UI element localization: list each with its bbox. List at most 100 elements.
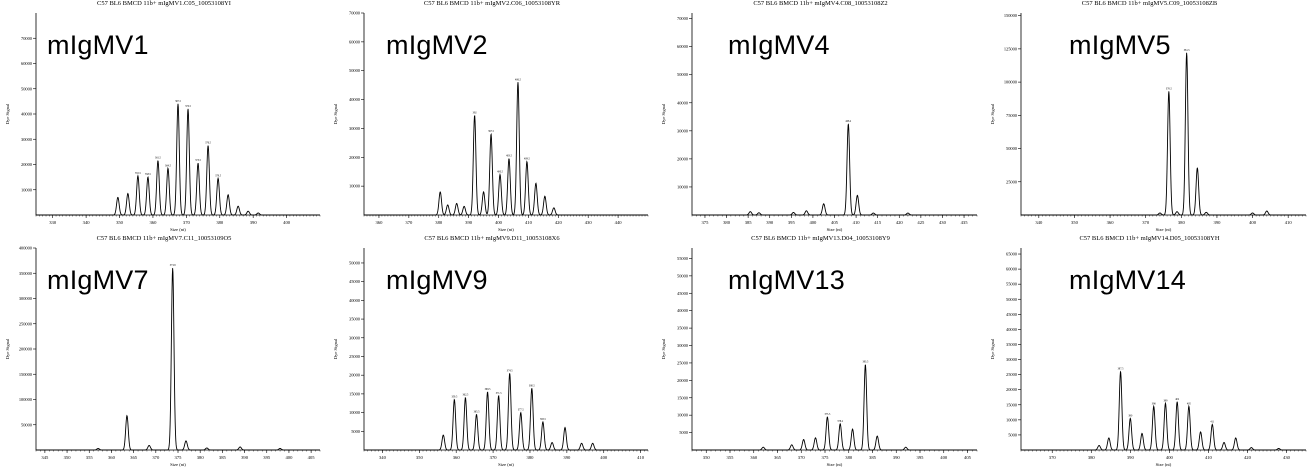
peak-point (1212, 424, 1213, 425)
y-tick-label: 5000 (679, 430, 689, 435)
peak-size-label: 390 (1128, 414, 1133, 417)
peak-point (542, 421, 544, 423)
x-tick-label: 340 (83, 220, 91, 225)
peak-size-label: 383.5 (862, 361, 869, 364)
x-tick-label: 390 (893, 455, 901, 460)
x-tick-label: 395 (788, 220, 796, 225)
peak-point (1251, 447, 1252, 448)
peak-point (157, 160, 159, 162)
peak-point (1098, 445, 1100, 446)
x-tick-label: 375 (822, 455, 830, 460)
signal-trace (692, 364, 977, 451)
peak-point (564, 427, 566, 428)
peak-size-label: 373.5 (195, 159, 202, 162)
y-tick-label: 350000 (19, 271, 33, 276)
peak-size-label: 359.5 (451, 396, 458, 399)
x-tick-label: 370 (490, 455, 498, 460)
peak-point (1197, 167, 1198, 169)
peak-point (1223, 442, 1225, 443)
x-tick-label: 400 (495, 220, 503, 225)
panel-gene-label: mIgMV14 (1067, 265, 1188, 296)
peak-point (907, 212, 909, 214)
y-tick-label: 5000 (351, 429, 361, 434)
panel-gene-label: mIgMV7 (45, 265, 151, 296)
electropherogram-panel: C57 BL6 BMCD 11b+ mIgMV7.C11_10053109O5 3… (0, 235, 328, 470)
y-tick-label: 150000 (19, 372, 33, 377)
peak-size-label: 397.5 (488, 130, 495, 133)
panel-title: C57 BL6 BMCD 11b+ mIgMV13.D04_10053108Y9 (751, 235, 890, 242)
x-tick-label: 370 (183, 220, 191, 225)
peak-point (447, 204, 449, 206)
peak-point (197, 162, 199, 164)
y-tick-label: 50000 (1006, 146, 1018, 151)
y-tick-label: 20000 (1006, 387, 1018, 392)
y-tick-label: 45000 (349, 279, 361, 284)
x-tick-label: 350 (703, 455, 711, 460)
x-tick-label: 390 (241, 455, 249, 460)
y-axis-label: Dye Signal (661, 103, 666, 124)
signal-trace (364, 82, 648, 216)
y-tick-label: 50000 (21, 86, 33, 91)
x-tick-label: 390 (1127, 455, 1135, 460)
y-tick-label: 40000 (349, 298, 361, 303)
y-tick-label: 45000 (677, 291, 689, 296)
x-tick-label: 375 (702, 220, 710, 225)
peak-point (148, 445, 150, 446)
peak-size-label: 409.5 (524, 158, 531, 161)
plot-area: 360 370 380 390 400 410 420 430 440 10000 20000 300… (333, 11, 649, 232)
x-tick-label: 395 (917, 455, 925, 460)
peak-size-label: 377.5 (518, 409, 525, 412)
peak-point (823, 203, 825, 205)
y-axis-label: Dye Signal (333, 103, 338, 124)
peak-point (806, 210, 807, 212)
peak-point (865, 364, 866, 365)
x-tick-label: 400 (1249, 220, 1257, 225)
peak-point (185, 440, 187, 442)
signal-trace (692, 124, 977, 216)
y-tick-label: 70000 (349, 11, 361, 16)
peak-point (544, 195, 546, 197)
peak-point (508, 158, 510, 160)
signal-trace (36, 103, 320, 216)
peak-point (803, 439, 804, 440)
x-tick-label: 350 (416, 455, 424, 460)
y-tick-label: 100000 (19, 397, 33, 402)
x-tick-label: 400 (940, 455, 948, 460)
x-tick-label: 370 (798, 455, 806, 460)
peak-point (876, 435, 878, 437)
peak-point (509, 373, 510, 374)
y-tick-label: 50000 (1006, 297, 1018, 302)
y-tick-label: 300000 (19, 296, 33, 301)
y-tick-label: 55000 (677, 256, 689, 261)
x-tick-label: 405 (831, 220, 839, 225)
y-tick-label: 25000 (1006, 372, 1018, 377)
x-tick-label: 330 (49, 220, 57, 225)
peak-point (1108, 437, 1110, 439)
peak-point (217, 178, 219, 179)
electropherogram-panel: C57 BL6 BMCD 11b+ mIgMV9.D11_10053108X6 3… (328, 235, 656, 470)
peak-point (137, 175, 139, 177)
y-tick-label: 15000 (677, 395, 689, 400)
y-tick-label: 30000 (21, 137, 33, 142)
peak-point (167, 167, 169, 169)
x-tick-label: 385 (869, 455, 877, 460)
x-tick-label: 385 (745, 220, 753, 225)
peak-size-label: 403.5 (506, 155, 513, 158)
x-tick-label: 430 (939, 220, 947, 225)
peak-point (1266, 210, 1268, 212)
y-tick-label: 40000 (677, 308, 689, 313)
peak-point (1205, 212, 1207, 213)
peak-point (483, 191, 484, 193)
peak-size-label: 381.5 (1184, 49, 1191, 52)
peak-point (535, 182, 537, 184)
panel-gene-label: mIgMV2 (384, 30, 490, 61)
electropherogram-panel: C57 BL6 BMCD 11b+ mIgMV1.C05_10053108YI 3… (0, 0, 328, 235)
y-tick-label: 10000 (677, 413, 689, 418)
peak-point (456, 203, 457, 204)
x-tick-label: 370 (1049, 455, 1057, 460)
peak-size-label: 355.5 (135, 172, 142, 175)
peak-point (207, 145, 209, 146)
peak-point (1235, 437, 1237, 439)
x-tick-label: 345 (41, 455, 49, 460)
